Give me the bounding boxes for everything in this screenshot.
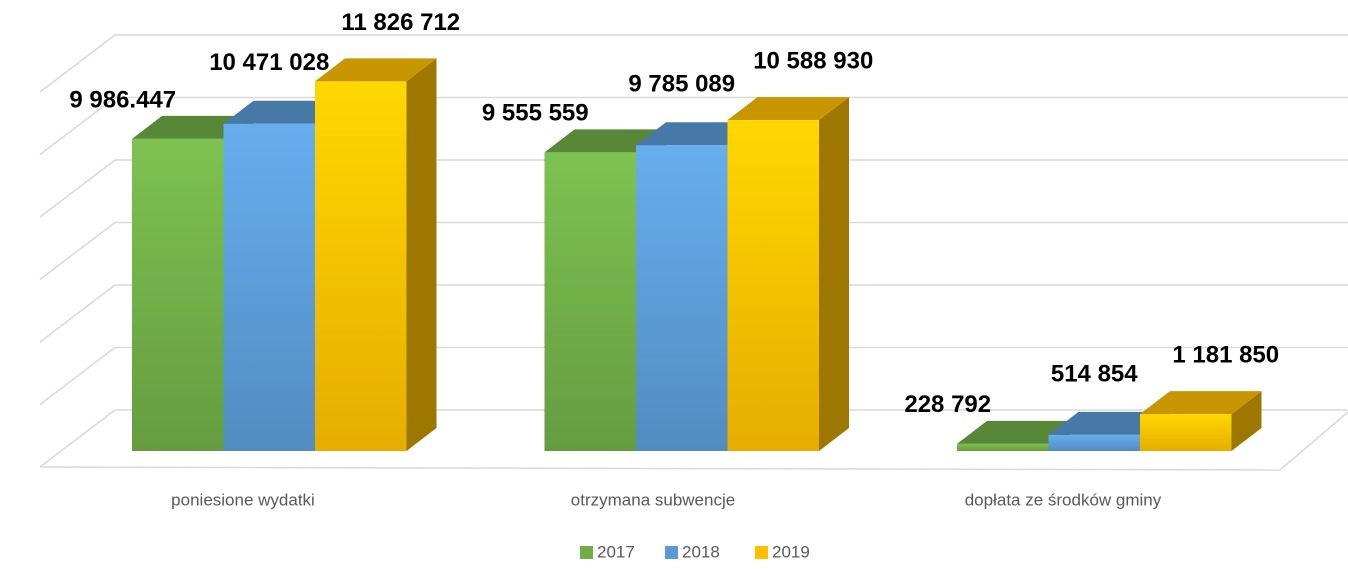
legend-swatch <box>755 546 768 559</box>
floor-edge <box>39 466 1281 471</box>
grid-line <box>39 159 116 218</box>
bar-top <box>132 115 254 139</box>
bar-top <box>315 58 437 82</box>
bar <box>315 81 407 451</box>
bar-top <box>727 97 849 121</box>
bar-top <box>1048 411 1170 435</box>
legend-label: 2019 <box>772 542 810 561</box>
grid-line <box>39 346 116 406</box>
bar-side <box>406 58 437 451</box>
bar-top <box>223 100 345 124</box>
value-label: 9 785 089 <box>628 71 735 98</box>
value-label: 10 471 028 <box>209 49 329 76</box>
bar <box>636 145 728 451</box>
value-label: 9 986.447 <box>69 86 176 113</box>
bar <box>1140 414 1232 451</box>
bar-top <box>636 122 758 146</box>
bar <box>727 120 819 451</box>
bar <box>544 152 636 451</box>
bar <box>223 123 315 452</box>
bar-top <box>544 129 666 153</box>
value-label: 514 854 <box>1051 360 1138 387</box>
grid-line <box>39 284 116 343</box>
grid-line <box>39 409 116 468</box>
grid-line <box>39 34 116 93</box>
grid-line <box>39 96 116 156</box>
legend-label: 2018 <box>682 542 720 561</box>
bar-side <box>1231 391 1262 451</box>
x-tick-label: otrzymana subwencje <box>571 490 735 509</box>
value-label: 9 555 559 <box>482 100 589 127</box>
x-tick-label: dopłata ze środków gminy <box>965 490 1162 509</box>
x-tick-label: poniesione wydatki <box>171 490 315 509</box>
value-label: 228 792 <box>904 391 991 418</box>
bar-top <box>1140 391 1262 415</box>
bar <box>1048 434 1140 451</box>
legend-swatch <box>665 546 678 559</box>
value-label: 1 181 850 <box>1172 341 1279 368</box>
value-label: 10 588 930 <box>753 47 873 74</box>
grid-line <box>39 221 116 281</box>
value-label: 11 826 712 <box>341 9 460 36</box>
bar <box>132 138 224 452</box>
bar <box>957 443 1049 451</box>
floor-edge <box>1279 411 1348 471</box>
bar-top <box>957 420 1079 444</box>
bar-side <box>819 97 849 451</box>
legend-swatch <box>580 546 593 559</box>
legend-label: 2017 <box>597 542 635 561</box>
